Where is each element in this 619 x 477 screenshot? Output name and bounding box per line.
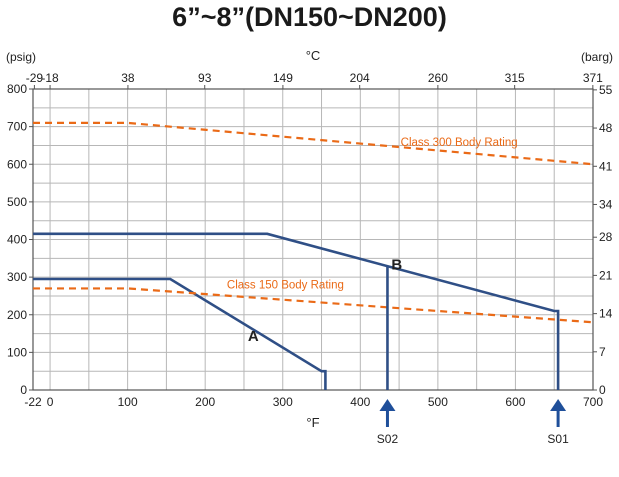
x2-tick-label: -18 <box>41 71 59 85</box>
y-tick-label: 300 <box>7 270 27 284</box>
x2-tick-label: 371 <box>583 71 603 85</box>
y2-axis-unit-label: (barg) <box>581 50 613 64</box>
y-tick-label: 400 <box>7 233 27 247</box>
y-tick-label: 0 <box>20 383 27 397</box>
y-tick-label: 700 <box>7 120 27 134</box>
y2-tick-label: 48 <box>599 121 613 135</box>
series-line-class-150-body-rating <box>33 287 594 324</box>
curve-annotation: A <box>248 328 259 345</box>
rating-annotation: Class 300 Body Rating <box>401 137 518 149</box>
x2-tick-label: -29 <box>26 71 44 85</box>
y-axis-unit-label: (psig) <box>6 50 36 64</box>
curve-annotation: B <box>391 257 402 274</box>
y2-tick-label: 21 <box>599 268 613 282</box>
x-axis-title: °F <box>306 415 319 430</box>
y2-tick-label: 41 <box>599 159 613 173</box>
x-tick-label: 700 <box>583 395 603 409</box>
x2-tick-label: 38 <box>121 71 135 85</box>
x-tick-label: 100 <box>118 395 138 409</box>
x2-tick-label: 260 <box>428 71 448 85</box>
marker-arrow-icon <box>379 399 396 411</box>
marker-label: S02 <box>377 432 399 446</box>
y-tick-label: 500 <box>7 195 27 209</box>
x-tick-label: 0 <box>47 395 54 409</box>
y-tick-label: 800 <box>7 82 27 96</box>
y2-tick-label: 28 <box>599 230 613 244</box>
y2-tick-label: 0 <box>599 383 606 397</box>
x2-tick-label: 149 <box>273 71 293 85</box>
y2-tick-label: 34 <box>599 197 613 211</box>
marker-arrow-icon <box>550 399 567 411</box>
x2-tick-label: 93 <box>198 71 212 85</box>
series-line-a <box>33 277 327 390</box>
rating-annotation: Class 150 Body Rating <box>227 279 344 291</box>
x-tick-label: 400 <box>350 395 370 409</box>
marker-label: S01 <box>547 432 569 446</box>
x-tick-label: 300 <box>273 395 293 409</box>
x2-tick-label: 204 <box>350 71 370 85</box>
y2-tick-label: 7 <box>599 345 606 359</box>
y-tick-label: 200 <box>7 308 27 322</box>
y2-tick-label: 14 <box>599 307 613 321</box>
chart-title: 6”~8”(DN150~DN200) <box>172 2 447 32</box>
x-tick-label: -22 <box>24 395 42 409</box>
x2-axis-title: °C <box>306 48 321 63</box>
x-tick-label: 600 <box>505 395 525 409</box>
x-tick-label: 200 <box>195 395 215 409</box>
y2-tick-label: 55 <box>599 83 613 97</box>
y-tick-label: 100 <box>7 345 27 359</box>
x-tick-label: 500 <box>428 395 448 409</box>
x2-tick-label: 315 <box>505 71 525 85</box>
series-line-b <box>33 232 560 390</box>
y-tick-label: 600 <box>7 157 27 171</box>
